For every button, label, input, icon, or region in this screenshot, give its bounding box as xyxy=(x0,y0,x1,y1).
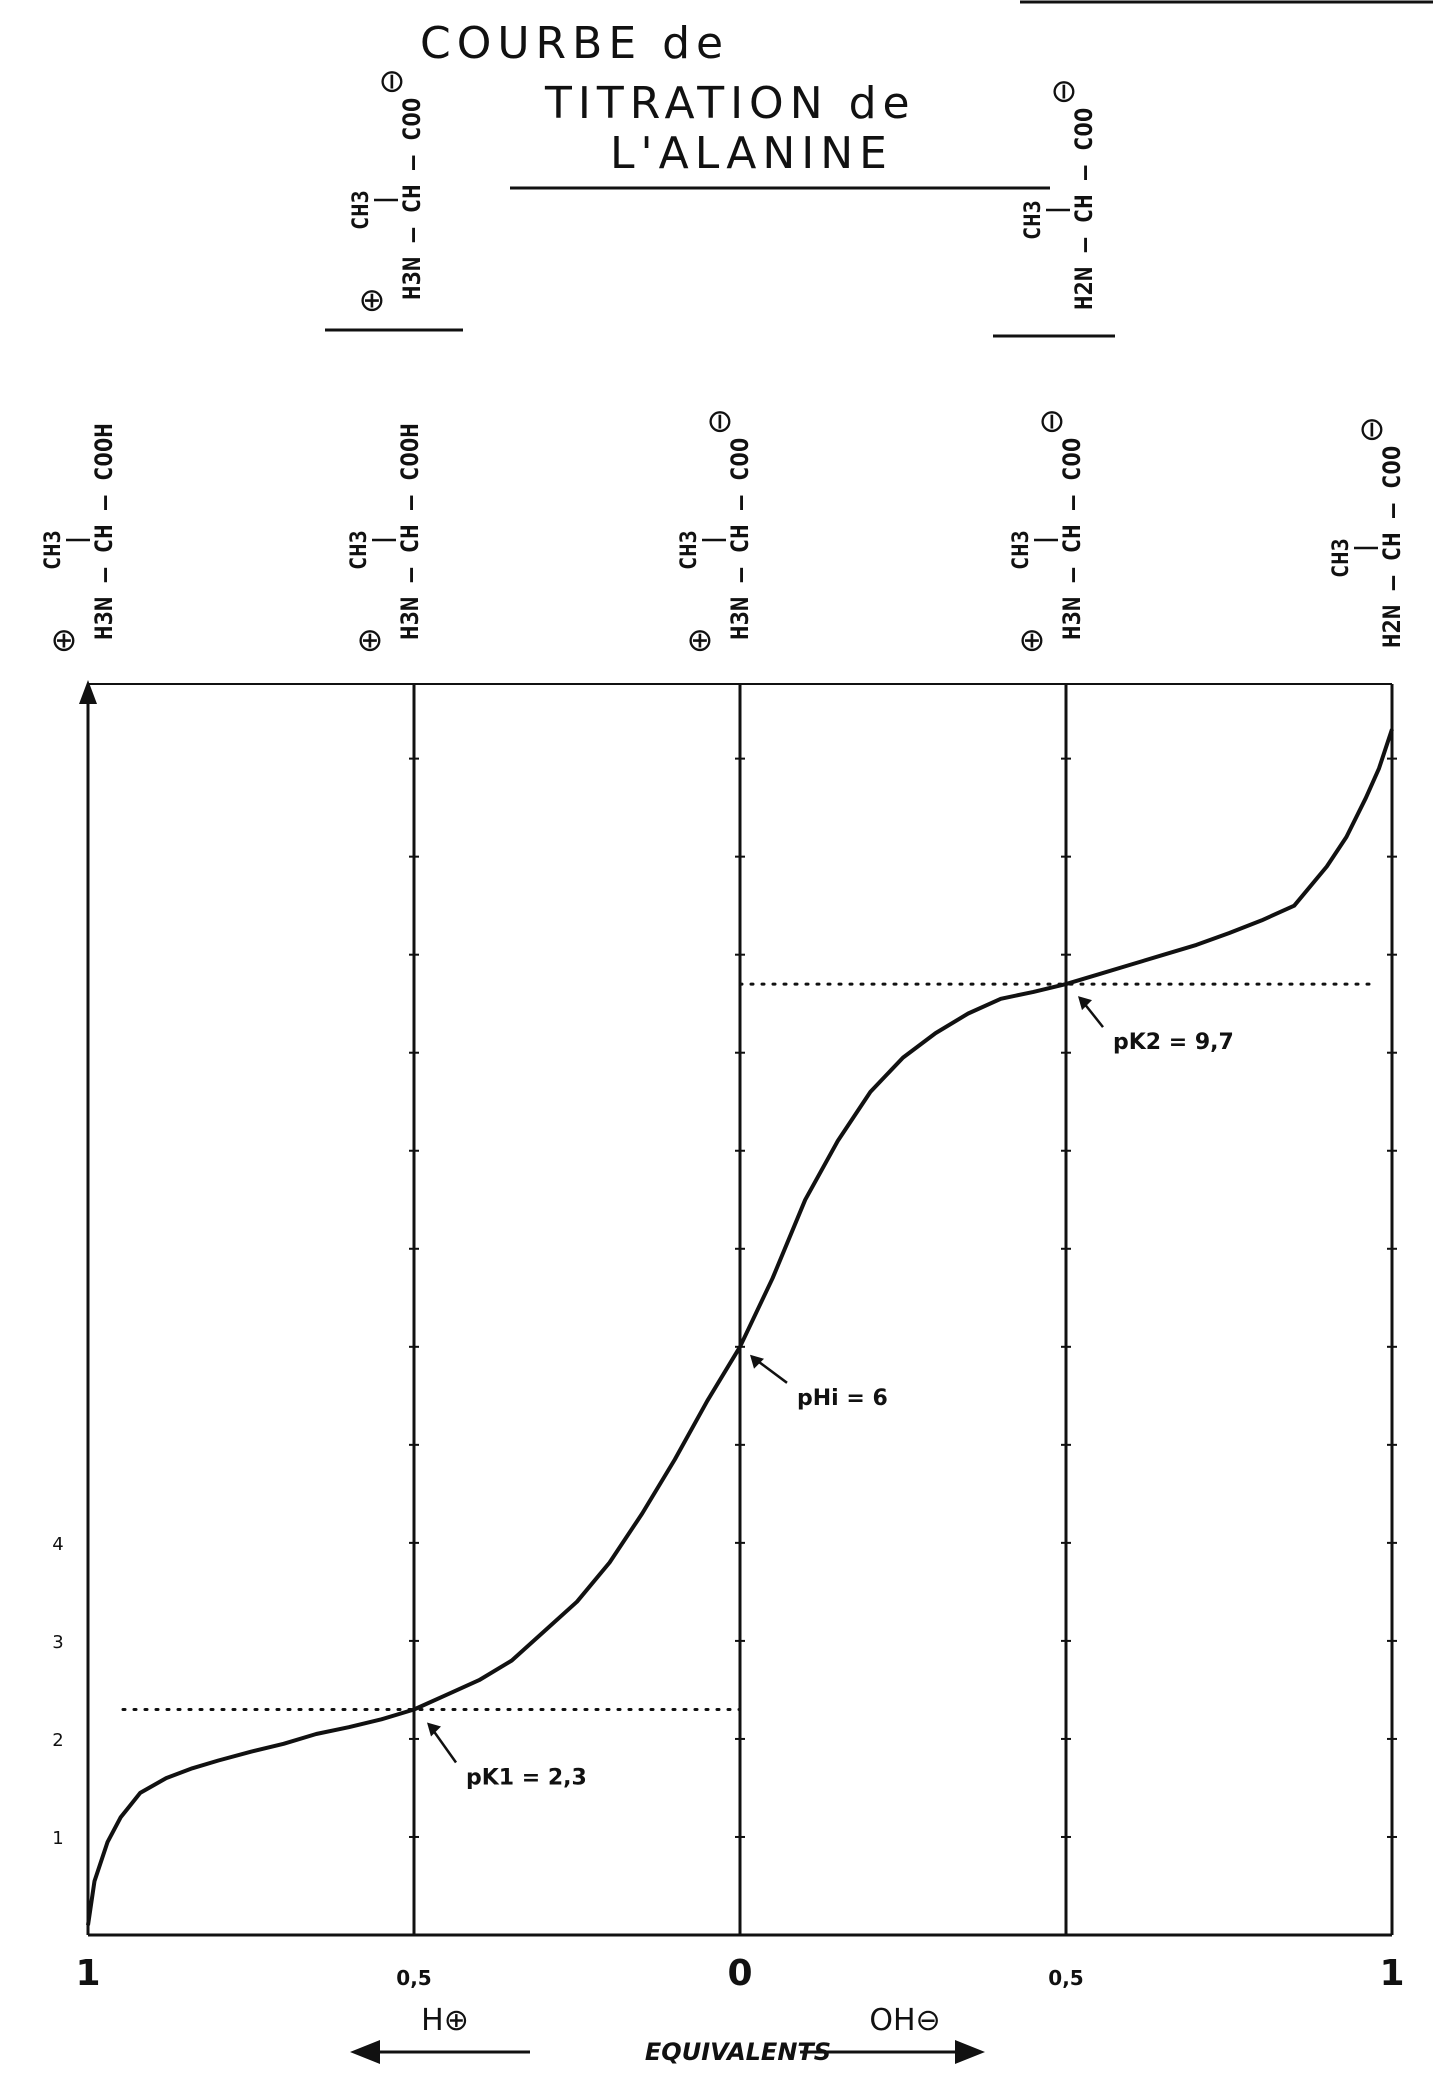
y-axis-arrow xyxy=(79,680,97,704)
y-tick-label: 1 xyxy=(52,1828,63,1849)
right-direction-arrowhead xyxy=(955,2040,985,2064)
row-structure-4-negative-charge: ⊖ xyxy=(1352,416,1390,443)
x-tick-label: 0,5 xyxy=(1048,1966,1083,1990)
row-structure-1-formula: H3N — CH — COOH xyxy=(396,423,424,640)
row-structure-3-substituent: CH3 xyxy=(1009,530,1034,570)
x-tick-label: 0 xyxy=(727,1953,752,1994)
top-structure-1-substituent: CH3 xyxy=(1021,200,1046,240)
x-tick-label: 1 xyxy=(1379,1953,1404,1994)
row-structure-4: H2N — CH — COO CH3 ⊖ xyxy=(1329,416,1406,648)
row-structure-0-formula: H3N — CH — COOH xyxy=(90,423,118,640)
row-structure-0-substituent: CH3 xyxy=(41,530,66,570)
annotation-arrowhead-2 xyxy=(1078,996,1092,1011)
annotation-label-0: pK1 = 2,3 xyxy=(466,1766,587,1791)
annotation-label-2: pK2 = 9,7 xyxy=(1113,1030,1234,1055)
top-structure-0: H3N — CH — COO CH3 ⊕ ⊖ xyxy=(349,68,426,314)
row-structure-3-formula: H3N — CH — COO xyxy=(1058,438,1086,640)
y-tick-label: 4 xyxy=(52,1534,63,1555)
row-structure-4-substituent: CH3 xyxy=(1329,538,1354,578)
title-line-1: COURBE de xyxy=(420,18,730,69)
row-structure-2-positive-charge: ⊕ xyxy=(680,627,718,654)
row-structure-1-positive-charge: ⊕ xyxy=(350,627,388,654)
x-tick-label: 0,5 xyxy=(396,1966,431,1990)
top-structure-1-formula: H2N — CH — COO xyxy=(1070,108,1098,310)
row-structure-0: H3N — CH — COOH CH3 ⊕ xyxy=(41,423,118,654)
top-structure-0-positive-charge: ⊕ xyxy=(352,287,390,314)
x-direction-left-label: H⊕ xyxy=(421,2003,469,2038)
title-line-3: L'ALANINE xyxy=(610,128,893,179)
x-tick-label: 1 xyxy=(75,1953,100,1994)
row-structure-3-positive-charge: ⊕ xyxy=(1012,627,1050,654)
titration-curve xyxy=(86,728,1394,1926)
row-structure-1: H3N — CH — COOH CH3 ⊕ xyxy=(347,423,424,654)
row-structure-2: H3N — CH — COO CH3 ⊕ ⊖ xyxy=(677,408,754,654)
row-structure-2-formula: H3N — CH — COO xyxy=(726,438,754,640)
row-structure-1-substituent: CH3 xyxy=(347,530,372,570)
top-structure-0-formula: H3N — CH — COO xyxy=(398,98,426,300)
x-direction-right-label: OH⊖ xyxy=(869,2003,940,2038)
top-structure-1-negative-charge: ⊖ xyxy=(1044,78,1082,105)
annotation-label-1: pHi = 6 xyxy=(797,1386,888,1411)
annotation-arrowhead-0 xyxy=(427,1722,441,1737)
row-structure-2-substituent: CH3 xyxy=(677,530,702,570)
top-structure-0-negative-charge: ⊖ xyxy=(372,68,410,95)
top-structure-0-substituent: CH3 xyxy=(349,190,374,230)
row-structure-4-formula: H2N — CH — COO xyxy=(1378,446,1406,648)
left-direction-arrowhead xyxy=(350,2040,380,2064)
row-structure-0-positive-charge: ⊕ xyxy=(44,627,82,654)
row-structure-2-negative-charge: ⊖ xyxy=(700,408,738,435)
row-structure-3-negative-charge: ⊖ xyxy=(1032,408,1070,435)
row-structure-3: H3N — CH — COO CH3 ⊕ ⊖ xyxy=(1009,408,1086,654)
title-line-2: TITRATION de xyxy=(545,78,916,129)
annotation-arrowhead-1 xyxy=(750,1354,764,1369)
y-tick-label: 2 xyxy=(52,1730,63,1751)
top-structure-1: H2N — CH — COO CH3 ⊖ xyxy=(1021,78,1098,310)
y-tick-label: 3 xyxy=(52,1632,63,1653)
